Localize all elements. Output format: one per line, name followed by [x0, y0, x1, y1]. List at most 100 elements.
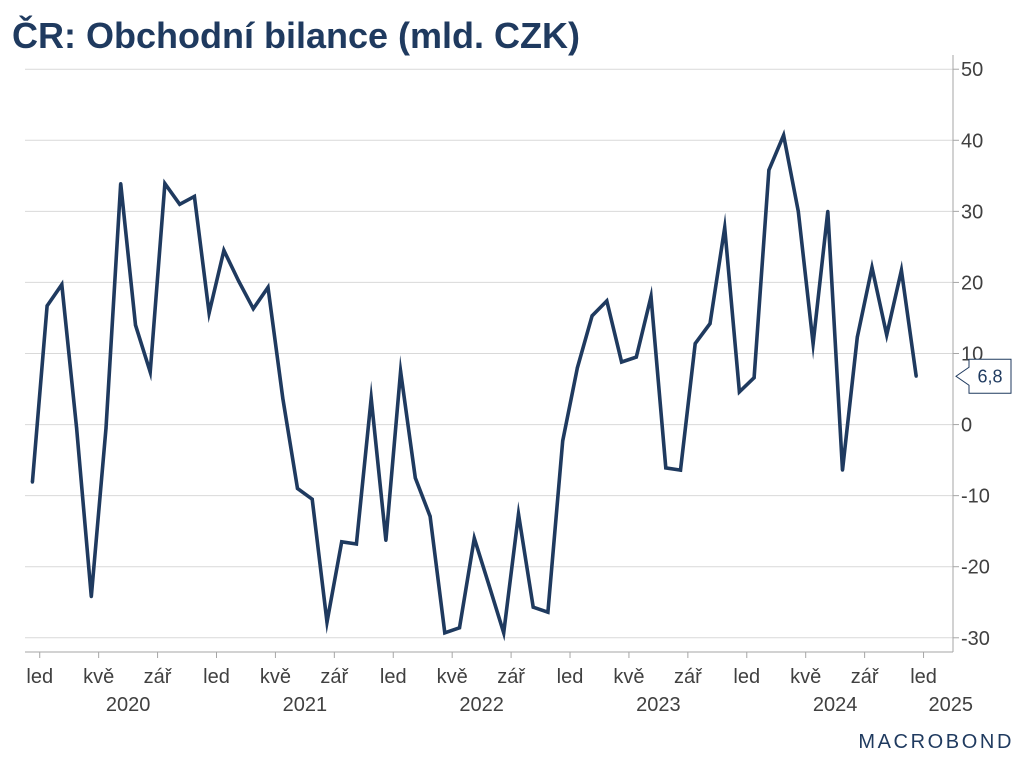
- data-point: [487, 583, 491, 587]
- x-tick-label: kvě: [437, 666, 468, 688]
- data-point: [163, 182, 167, 186]
- data-point: [620, 360, 624, 364]
- x-tick-label: zář: [851, 666, 880, 688]
- x-tick-marks: [39, 652, 925, 658]
- data-point: [649, 295, 653, 299]
- x-tick-label: zář: [320, 666, 349, 688]
- data-point: [133, 323, 138, 327]
- data-point: [737, 390, 742, 394]
- data-point: [870, 265, 874, 270]
- y-tick-label: 30: [961, 201, 983, 223]
- data-point: [708, 322, 712, 326]
- data-point: [237, 279, 241, 283]
- data-point: [634, 355, 638, 359]
- chart-title: ČR: Obchodní bilance (mld. CZK): [12, 14, 580, 56]
- y-tick-label: -20: [961, 557, 990, 579]
- data-point: [855, 335, 859, 339]
- y-tick-label: -10: [961, 486, 990, 508]
- x-tick-label: zář: [144, 666, 173, 688]
- data-point: [723, 226, 727, 230]
- data-point: [502, 631, 506, 635]
- x-axis-month-labels: led kvě zář led kvě zář led kvě zář led kvě zář led k…: [26, 666, 937, 688]
- data-point: [295, 486, 300, 491]
- x-year-label: 2021: [283, 694, 328, 716]
- callout-value: 6,8: [977, 367, 1002, 387]
- data-point: [384, 538, 388, 543]
- x-tick-label: led: [733, 666, 760, 688]
- data-point: [516, 512, 521, 516]
- data-point: [30, 480, 34, 484]
- x-year-label: 2022: [459, 694, 504, 716]
- data-point: [575, 366, 580, 370]
- data-point: [428, 514, 432, 518]
- x-tick-label: led: [557, 666, 584, 688]
- data-point: [148, 370, 152, 374]
- data-point: [75, 426, 79, 430]
- x-tick-label: led: [203, 666, 230, 688]
- y-tick-label: 40: [961, 130, 983, 152]
- data-point: [60, 283, 64, 287]
- data-point: [45, 304, 49, 308]
- data-point: [178, 202, 182, 206]
- data-point: [767, 168, 771, 172]
- y-tick-marks: [953, 68, 959, 639]
- y-tick-label: 50: [961, 59, 983, 81]
- data-point: [399, 369, 403, 373]
- data-point: [251, 307, 255, 311]
- data-point: [811, 342, 815, 346]
- data-point: [885, 333, 889, 337]
- data-point: [546, 610, 550, 614]
- data-points: [30, 133, 918, 635]
- callout-box: [955, 358, 1012, 394]
- data-point: [840, 468, 845, 472]
- data-point: [678, 468, 683, 472]
- data-point: [222, 248, 226, 252]
- data-point: [89, 595, 93, 599]
- x-tick-label: led: [910, 666, 937, 688]
- x-year-label: 2023: [636, 694, 681, 716]
- x-year-label: 2025: [929, 694, 974, 716]
- data-point: [914, 374, 918, 378]
- x-tick-label: kvě: [260, 666, 291, 688]
- x-tick-label: kvě: [790, 666, 821, 688]
- x-tick-label: zář: [497, 666, 526, 688]
- data-point: [605, 299, 609, 303]
- data-point: [796, 209, 800, 213]
- data-point: [531, 605, 535, 609]
- x-tick-label: led: [26, 666, 53, 688]
- data-point: [369, 396, 373, 400]
- data-point: [752, 376, 756, 380]
- x-tick-label: zář: [674, 666, 703, 688]
- x-tick-label: kvě: [83, 666, 114, 688]
- data-point: [354, 542, 358, 546]
- data-point: [782, 133, 786, 137]
- data-point: [590, 314, 594, 318]
- data-point: [207, 311, 211, 315]
- data-point: [472, 536, 476, 540]
- data-point: [192, 194, 196, 198]
- y-gridlines: [25, 68, 953, 639]
- x-year-label: 2020: [106, 694, 151, 716]
- data-point: [281, 396, 285, 400]
- data-point: [413, 476, 417, 480]
- data-point: [443, 631, 447, 635]
- macrobond-logo: MACROBOND: [858, 731, 1014, 753]
- x-axis-year-labels: 2020 2021 2022 2023 2024 2025: [106, 694, 973, 716]
- data-point: [310, 497, 314, 501]
- data-point: [899, 268, 904, 272]
- data-point: [561, 439, 565, 443]
- data-point: [457, 626, 462, 630]
- x-tick-label: led: [380, 666, 407, 688]
- x-year-label: 2024: [813, 694, 858, 716]
- y-tick-label: 20: [961, 272, 983, 294]
- last-value-callout: 6,8: [955, 358, 1012, 394]
- y-tick-label: -30: [961, 628, 990, 650]
- data-point: [826, 209, 830, 213]
- data-point: [119, 182, 123, 186]
- data-point: [664, 466, 668, 470]
- x-tick-label: kvě: [613, 666, 644, 688]
- data-point: [340, 540, 344, 544]
- data-point: [325, 620, 329, 624]
- y-tick-label: 0: [961, 415, 972, 437]
